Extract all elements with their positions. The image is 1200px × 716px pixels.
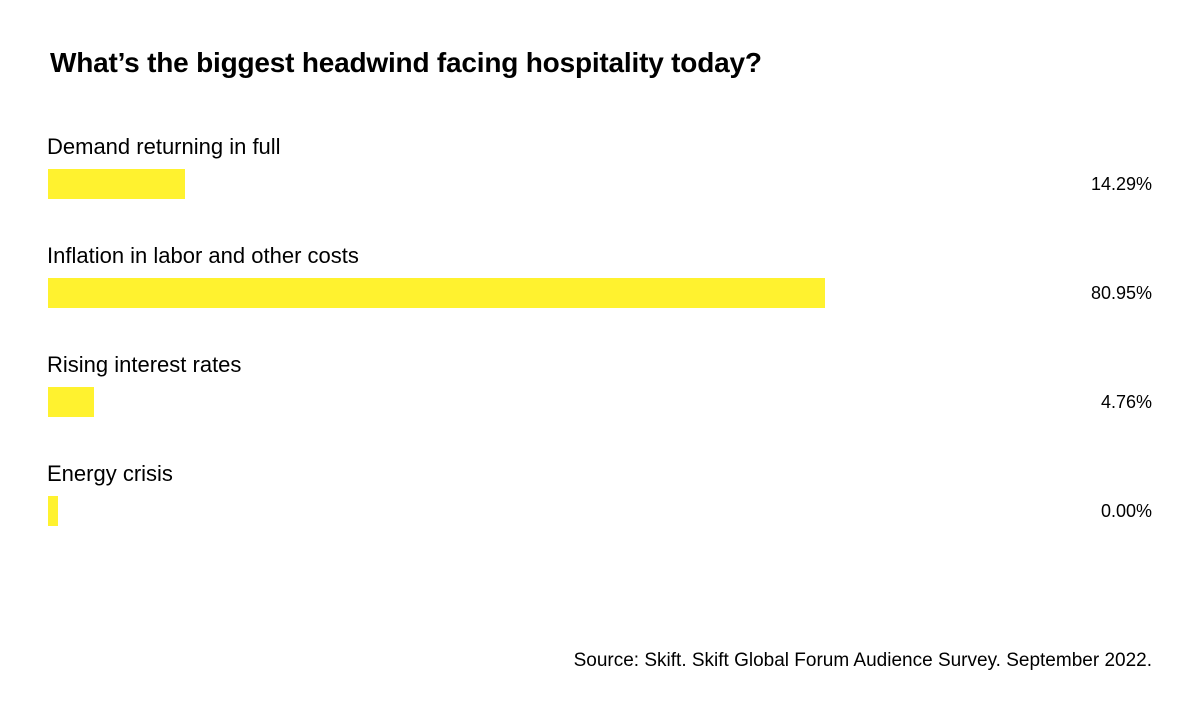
category-label: Demand returning in full	[47, 134, 281, 159]
bar-energy-crisis	[48, 496, 58, 526]
chart-row: Energy crisis 0.00%	[0, 459, 1200, 539]
value-label: 4.76%	[1100, 392, 1152, 412]
category-label: Inflation in labor and other costs	[47, 243, 359, 268]
chart-row: Demand returning in full 14.29%	[0, 132, 1200, 212]
chart-row: Inflation in labor and other costs 80.95…	[0, 241, 1200, 321]
bar-demand-returning	[48, 169, 186, 199]
value-label: 80.95%	[1090, 283, 1152, 303]
category-label: Rising interest rates	[47, 352, 242, 377]
bar-inflation-costs	[48, 278, 826, 308]
chart-title: What’s the biggest headwind facing hospi…	[50, 47, 762, 78]
chart-row: Rising interest rates 4.76%	[0, 350, 1200, 430]
category-label: Energy crisis	[47, 461, 173, 486]
value-label: 14.29%	[1090, 174, 1152, 194]
bar-interest-rates	[48, 387, 94, 417]
source-note: Source: Skift. Skift Global Forum Audien…	[573, 650, 1152, 671]
value-label: 0.00%	[1100, 501, 1152, 521]
